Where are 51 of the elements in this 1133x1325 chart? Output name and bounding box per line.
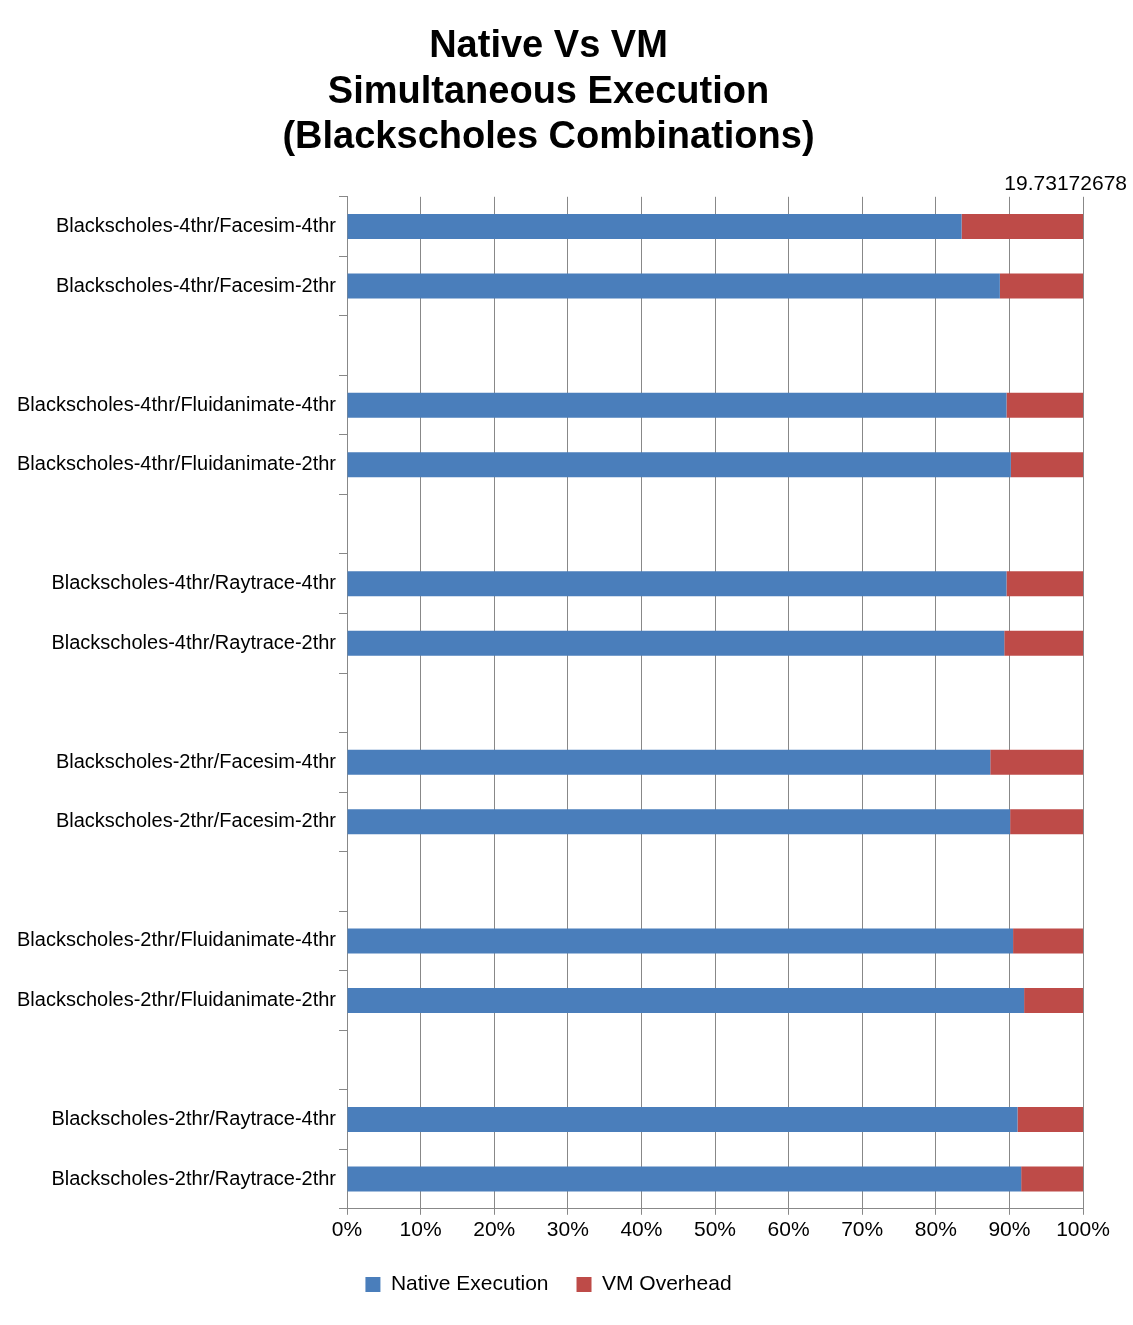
bar [347,928,1014,954]
y-tick-label: Blackscholes-2thr/Fluidanimate-2thr [16,987,337,1010]
bar [1024,987,1083,1013]
bar [347,1107,1018,1133]
x-tick-label: 70% [841,1217,884,1241]
x-tick-label: 40% [620,1217,663,1241]
y-tick-label: Blackscholes-4thr/Fluidanimate-2thr [16,452,337,475]
x-tick-label: 10% [399,1217,442,1241]
legend-label: Native Execution [390,1271,549,1295]
x-tick-label: 60% [767,1217,810,1241]
chart-title: Native Vs VM Simultaneous Execution (Blackscholes Combinations) [282,23,815,157]
bar [990,749,1083,775]
bar [1006,392,1083,418]
x-tick-label: 50% [694,1217,737,1241]
x-tick-label: 90% [988,1217,1031,1241]
bar [1006,571,1083,597]
x-tick-label: 20% [473,1217,516,1241]
y-tick-label: Blackscholes-2thr/Fluidanimate-4thr [16,928,337,951]
y-tick-label: Blackscholes-2thr/Facesim-4thr [55,749,337,772]
bar [347,214,962,240]
y-tick-label: Blackscholes-4thr/Facesim-4thr [55,214,337,237]
bar [347,273,1000,299]
text: 19.73172678 [1004,171,1127,195]
bar [347,630,1005,656]
y-tick-label: Blackscholes-4thr/Raytrace-2thr [51,630,337,653]
bar [347,809,1011,835]
x-tick-label: 0% [331,1217,363,1241]
bar [1004,630,1083,656]
bar [1010,809,1083,835]
bar [1021,1166,1083,1192]
y-tick-label: Blackscholes-4thr/Fluidanimate-4thr [16,392,337,415]
bar [1010,452,1083,478]
bar [961,214,1083,240]
bar [347,987,1025,1013]
y-tick-label: Blackscholes-2thr/Facesim-2thr [55,809,337,832]
bar [347,749,991,775]
bar [347,571,1007,597]
y-tick-label: Blackscholes-2thr/Raytrace-2thr [51,1166,337,1189]
y-tick-label: Blackscholes-4thr/Raytrace-4thr [51,571,337,594]
bar [347,452,1011,478]
bar [1017,1107,1083,1133]
bar [999,273,1083,299]
x-tick-label: 30% [546,1217,589,1241]
bar [1013,928,1083,954]
x-tick-label: 100% [1056,1217,1110,1241]
y-tick-label: Blackscholes-4thr/Facesim-2thr [55,273,337,296]
bar [347,392,1007,418]
legend-label: VM Overhead [602,1271,732,1295]
x-tick-label: 80% [914,1217,957,1241]
y-tick-label: Blackscholes-2thr/Raytrace-4thr [51,1107,337,1130]
bar [347,1166,1022,1192]
